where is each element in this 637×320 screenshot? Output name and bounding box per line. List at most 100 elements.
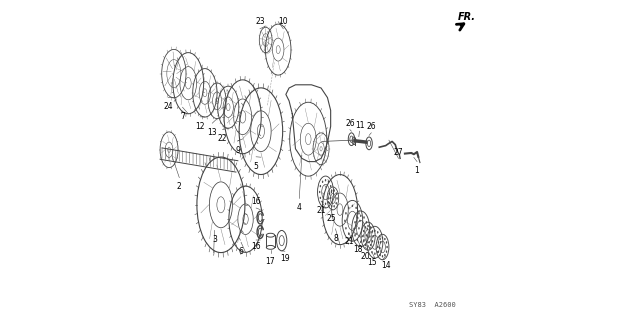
Ellipse shape xyxy=(322,201,323,203)
Ellipse shape xyxy=(371,231,373,233)
Text: SY83  A2600: SY83 A2600 xyxy=(409,302,455,308)
Ellipse shape xyxy=(319,191,320,193)
Ellipse shape xyxy=(330,197,331,199)
Ellipse shape xyxy=(365,244,366,246)
Ellipse shape xyxy=(367,228,368,230)
Ellipse shape xyxy=(377,231,378,233)
Text: 3: 3 xyxy=(212,235,217,244)
Ellipse shape xyxy=(328,201,329,203)
Text: 2: 2 xyxy=(177,182,182,191)
Ellipse shape xyxy=(357,239,358,241)
Ellipse shape xyxy=(336,193,337,195)
Text: 21: 21 xyxy=(317,206,326,215)
Text: 26: 26 xyxy=(345,119,355,128)
Ellipse shape xyxy=(378,242,379,244)
Ellipse shape xyxy=(369,236,370,237)
Text: 13: 13 xyxy=(208,128,217,137)
Ellipse shape xyxy=(331,205,332,207)
Text: 8: 8 xyxy=(333,234,338,243)
Text: 19: 19 xyxy=(280,254,290,263)
Text: 20: 20 xyxy=(360,252,369,261)
Ellipse shape xyxy=(382,237,383,239)
Text: 6: 6 xyxy=(239,247,243,256)
Text: 10: 10 xyxy=(278,17,288,26)
Ellipse shape xyxy=(328,181,329,183)
Text: 12: 12 xyxy=(196,122,205,131)
Ellipse shape xyxy=(352,235,353,237)
Text: 25: 25 xyxy=(327,214,336,223)
Ellipse shape xyxy=(372,230,373,232)
Ellipse shape xyxy=(384,254,385,256)
Ellipse shape xyxy=(379,247,380,249)
Ellipse shape xyxy=(355,207,357,209)
Text: 4: 4 xyxy=(297,203,302,212)
Ellipse shape xyxy=(328,197,329,199)
Ellipse shape xyxy=(352,205,353,207)
Text: 14: 14 xyxy=(381,261,390,270)
Ellipse shape xyxy=(366,234,367,236)
Ellipse shape xyxy=(366,221,367,223)
Text: 21: 21 xyxy=(344,237,354,246)
Text: 16: 16 xyxy=(251,197,261,206)
Text: FR.: FR. xyxy=(458,12,476,22)
Ellipse shape xyxy=(387,246,388,248)
Ellipse shape xyxy=(325,179,326,181)
Ellipse shape xyxy=(330,185,331,187)
Text: 24: 24 xyxy=(163,102,173,111)
Ellipse shape xyxy=(370,244,371,246)
Ellipse shape xyxy=(362,235,364,237)
Ellipse shape xyxy=(370,226,371,228)
Text: 1: 1 xyxy=(415,166,419,175)
Ellipse shape xyxy=(348,207,349,209)
Text: 11: 11 xyxy=(355,121,364,130)
Ellipse shape xyxy=(378,251,379,252)
Ellipse shape xyxy=(380,238,381,240)
Ellipse shape xyxy=(365,226,366,228)
Text: 27: 27 xyxy=(394,148,403,157)
Text: 17: 17 xyxy=(266,257,275,266)
Ellipse shape xyxy=(329,202,330,204)
Text: 15: 15 xyxy=(368,258,377,267)
Ellipse shape xyxy=(377,246,378,248)
Ellipse shape xyxy=(355,233,357,235)
Ellipse shape xyxy=(329,193,330,195)
Ellipse shape xyxy=(331,191,332,193)
Ellipse shape xyxy=(382,255,383,257)
Ellipse shape xyxy=(373,235,374,237)
Text: 18: 18 xyxy=(353,245,362,254)
Ellipse shape xyxy=(320,185,321,187)
Ellipse shape xyxy=(363,230,364,232)
Ellipse shape xyxy=(363,240,364,242)
Ellipse shape xyxy=(371,251,373,253)
Ellipse shape xyxy=(322,181,323,183)
Text: 5: 5 xyxy=(254,162,259,171)
Ellipse shape xyxy=(320,197,321,199)
Ellipse shape xyxy=(368,245,369,247)
Text: 26: 26 xyxy=(366,122,376,131)
Ellipse shape xyxy=(331,189,332,191)
Ellipse shape xyxy=(386,242,387,244)
Ellipse shape xyxy=(386,251,387,252)
Ellipse shape xyxy=(372,240,373,242)
Ellipse shape xyxy=(336,202,337,204)
Ellipse shape xyxy=(380,254,381,256)
Ellipse shape xyxy=(354,228,355,230)
Ellipse shape xyxy=(336,197,338,199)
Ellipse shape xyxy=(368,225,369,227)
Text: 16: 16 xyxy=(251,242,261,251)
Ellipse shape xyxy=(380,241,381,243)
Text: 22: 22 xyxy=(218,134,227,143)
Ellipse shape xyxy=(345,212,347,214)
Ellipse shape xyxy=(379,236,380,237)
Ellipse shape xyxy=(369,247,370,249)
Ellipse shape xyxy=(359,220,361,222)
Ellipse shape xyxy=(377,251,378,253)
Ellipse shape xyxy=(345,227,347,229)
Text: 23: 23 xyxy=(255,17,265,26)
Ellipse shape xyxy=(357,217,358,219)
Text: 7: 7 xyxy=(180,112,185,121)
Ellipse shape xyxy=(348,233,349,235)
Text: 9: 9 xyxy=(236,146,240,155)
Ellipse shape xyxy=(325,203,326,205)
Ellipse shape xyxy=(384,238,385,240)
